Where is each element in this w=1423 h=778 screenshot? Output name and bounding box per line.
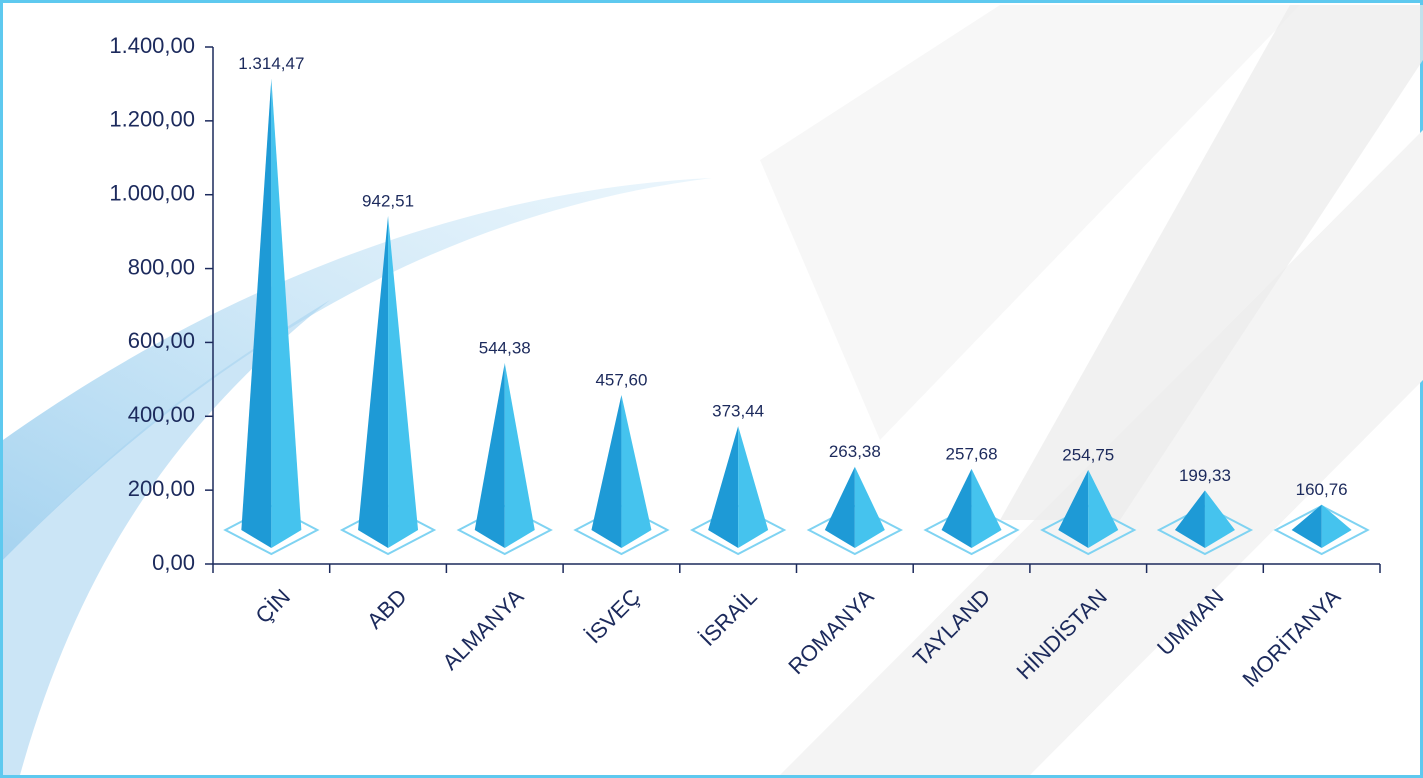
background-decoration: [3, 5, 1423, 775]
pyramid-left-face: [358, 215, 389, 548]
value-label: 373,44: [712, 402, 764, 421]
value-label: 544,38: [479, 338, 531, 357]
pyramid: [573, 395, 670, 556]
pyramid-right-face: [1321, 504, 1352, 548]
y-tick-label: 1.200,00: [109, 107, 195, 132]
pyramid-left-face: [474, 362, 505, 548]
pyramid-left-face: [941, 468, 972, 548]
pyramid-right-face: [504, 362, 535, 548]
pyramid-base-outline: [1273, 504, 1370, 556]
y-tick-label: 1.000,00: [109, 181, 195, 206]
pyramid: [339, 215, 437, 556]
pyramid-right-face: [1088, 469, 1119, 548]
pyramid: [456, 362, 553, 556]
pyramid: [806, 466, 904, 556]
pyramid-right-face: [271, 78, 302, 548]
value-label: 1.314,47: [238, 54, 304, 73]
value-label: 263,38: [829, 442, 881, 461]
pyramid-left-face: [824, 466, 855, 548]
y-tick-label: 400,00: [128, 402, 195, 427]
pyramid-right-face: [621, 395, 652, 548]
pyramid-left-face: [1174, 490, 1205, 548]
pyramid: [689, 426, 787, 556]
y-tick-label: 800,00: [128, 254, 195, 279]
pyramid-left-face: [708, 426, 739, 548]
y-tick-label: 600,00: [128, 328, 195, 353]
pyramid-right-face: [388, 215, 419, 548]
pyramid: [1273, 504, 1370, 556]
pyramid: [1156, 490, 1254, 556]
pyramid-right-face: [971, 468, 1002, 548]
pyramid: [223, 78, 320, 556]
value-label: 257,68: [946, 444, 998, 463]
pyramid-left-face: [1058, 469, 1089, 548]
pyramid-right-face: [738, 426, 769, 548]
pyramid-left-face: [1291, 504, 1322, 548]
value-label: 457,60: [595, 370, 647, 389]
pyramid: [1040, 469, 1137, 556]
pyramid: [923, 468, 1020, 556]
y-tick-label: 1.400,00: [109, 33, 195, 58]
pyramid-right-face: [1204, 490, 1235, 548]
value-label: 199,33: [1179, 466, 1231, 485]
y-tick-label: 200,00: [128, 476, 195, 501]
value-label: 160,76: [1296, 480, 1348, 499]
pyramid-left-face: [591, 395, 622, 548]
pyramid-right-face: [854, 466, 885, 548]
value-label: 942,51: [362, 191, 414, 210]
pyramid-left-face: [241, 78, 272, 548]
y-tick-label: 0,00: [152, 550, 195, 575]
value-label: 254,75: [1062, 445, 1114, 464]
